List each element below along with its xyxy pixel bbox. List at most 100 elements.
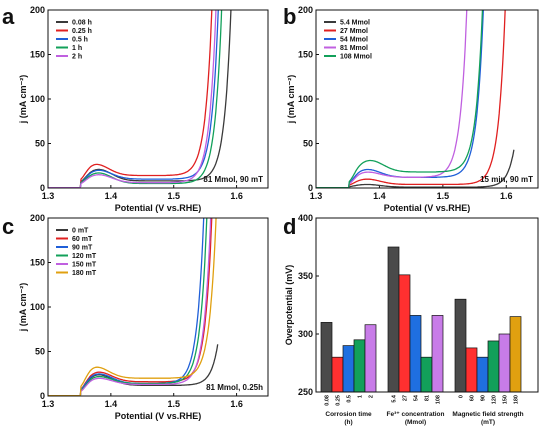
y-axis-title: j (mA cm⁻²) xyxy=(18,75,28,124)
y-tick-label: 150 xyxy=(298,50,313,60)
x-tick-label: 1.6 xyxy=(500,191,513,201)
group-label: (Mmol) xyxy=(405,419,426,426)
group-label: Fe³⁺ concentration xyxy=(387,411,445,418)
x-tick-label: 1.5 xyxy=(167,191,180,201)
plot-frame xyxy=(315,9,539,189)
bar xyxy=(465,347,478,393)
legend-entry: 0 mT xyxy=(72,228,89,235)
legend-entry: 54 Mmol xyxy=(340,37,368,44)
category-label: 108 xyxy=(436,395,442,404)
x-tick-label: 1.3 xyxy=(42,191,55,201)
bar xyxy=(364,324,377,393)
plot-frame xyxy=(47,217,269,397)
category-label: 90 xyxy=(481,395,487,401)
y-tick-label: 50 xyxy=(303,139,313,149)
category-label: 27 xyxy=(403,395,409,401)
x-axis-title: Potential (V vs.RHE) xyxy=(115,411,202,421)
series-line-60-mT xyxy=(48,218,213,396)
category-label: 0.08 xyxy=(325,395,331,406)
legend-entry: 0.08 h xyxy=(72,20,92,27)
legend-entry: 5.4 Mmol xyxy=(340,20,370,27)
legend-entry: 120 mT xyxy=(72,253,97,260)
plot-a: 1.3 1.4 1.5 1.6 0 50 100 150 200 0.08 h0.25 h 0.5 … xyxy=(18,5,269,213)
category-label: 150 xyxy=(503,395,509,404)
x-tick-label: 1.4 xyxy=(105,399,118,409)
category-label: 120 xyxy=(492,395,498,404)
y-tick-label: 200 xyxy=(298,5,313,15)
category-label: 0 xyxy=(459,395,465,398)
legend-entry: 150 mT xyxy=(72,262,97,269)
category-label: 0.25 xyxy=(336,395,342,406)
y-tick-label: 50 xyxy=(35,347,45,357)
y-axis-title: j (mA cm⁻²) xyxy=(18,283,28,332)
x-tick-label: 1.3 xyxy=(42,399,55,409)
series-line-81-Mmol xyxy=(316,10,468,188)
y-tick-label: 0 xyxy=(308,183,313,193)
panel-letter-c: c xyxy=(2,214,14,239)
legend-entry: 108 Mmol xyxy=(340,54,372,61)
legend-entry: 27 Mmol xyxy=(340,28,368,35)
y-tick-label: 200 xyxy=(30,213,45,223)
y-tick-label: 100 xyxy=(30,302,45,312)
category-label: 5.4 xyxy=(392,394,398,403)
y-axis-title: Overpotential (mV) xyxy=(284,265,294,346)
legend-entry: 0.5 h xyxy=(72,37,88,44)
group-label: Corrosion time xyxy=(325,411,372,418)
y-tick-label: 150 xyxy=(30,50,45,60)
bar xyxy=(487,340,500,393)
y-tick-label: 250 xyxy=(298,387,313,397)
y-tick-label: 0 xyxy=(40,183,45,193)
series-line-90-mT xyxy=(48,218,205,396)
legend-entry: 2 h xyxy=(72,54,82,61)
x-axis-title: Potential (V vs.RHE) xyxy=(384,203,471,213)
x-tick-label: 1.6 xyxy=(230,399,243,409)
group-label: Magnetic field strength xyxy=(452,411,523,418)
x-tick-label: 1.5 xyxy=(437,191,450,201)
panel-letter-a: a xyxy=(2,4,15,29)
legend-entry: 0.25 h xyxy=(72,28,92,35)
x-tick-label: 1.5 xyxy=(167,399,180,409)
bar xyxy=(331,356,344,393)
bar xyxy=(320,322,333,393)
y-tick-label: 400 xyxy=(298,213,313,223)
x-tick-label: 1.4 xyxy=(105,191,118,201)
x-tick-label: 1.3 xyxy=(310,191,323,201)
category-label: 2 xyxy=(369,395,375,398)
y-tick-label: 100 xyxy=(30,94,45,104)
category-label: 1 xyxy=(358,395,364,398)
bar xyxy=(342,345,355,393)
y-axis-title: j (mA cm⁻²) xyxy=(286,75,296,124)
bar xyxy=(498,333,511,393)
bar xyxy=(409,315,422,393)
legend-entry: 1 h xyxy=(72,45,82,52)
condition-annotation: 81 Mmol, 0.25h xyxy=(206,383,263,392)
bar xyxy=(431,315,444,393)
bar xyxy=(353,339,366,393)
x-axis-title: Potential (V vs.RHE) xyxy=(115,203,202,213)
legend-entry: 81 Mmol xyxy=(340,45,368,52)
panel-a: 1.3 1.4 1.5 1.6 0 50 100 150 200 0.08 h0.25 h 0.5 … xyxy=(2,4,269,213)
bar xyxy=(398,274,411,393)
bar xyxy=(387,246,400,393)
y-tick-label: 350 xyxy=(298,271,313,281)
condition-annotation: 81 Mmol, 90 mT xyxy=(203,175,263,184)
plot-frame xyxy=(315,217,539,393)
y-tick-label: 0 xyxy=(40,391,45,401)
category-label: 54 xyxy=(414,394,420,401)
x-tick-label: 1.4 xyxy=(373,191,386,201)
category-label: 81 xyxy=(425,395,431,401)
y-tick-label: 100 xyxy=(298,94,313,104)
bar xyxy=(509,316,522,393)
category-label: 0.5 xyxy=(347,395,353,403)
panel-letter-b: b xyxy=(283,4,296,29)
category-label: 180 xyxy=(514,395,520,404)
y-tick-label: 150 xyxy=(30,258,45,268)
y-tick-label: 200 xyxy=(30,5,45,15)
